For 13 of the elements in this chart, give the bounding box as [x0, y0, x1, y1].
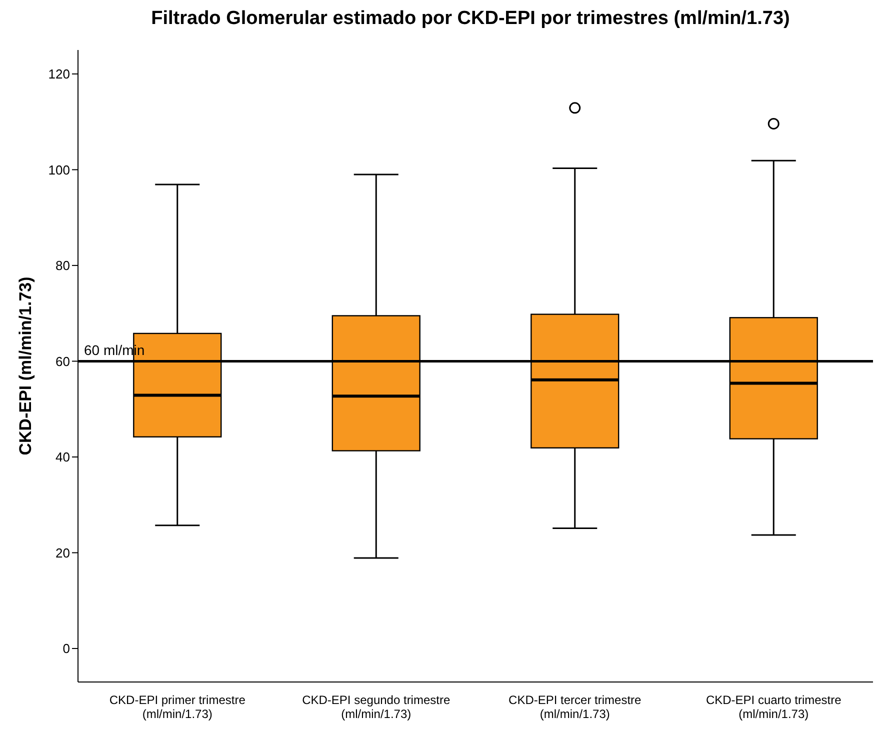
x-tick-label: CKD-EPI tercer trimestre (ml/min/1.73): [508, 693, 642, 721]
y-tick-label: 0: [62, 641, 70, 656]
x-tick-label: CKD-EPI cuarto trimestre (ml/min/1.73): [706, 693, 842, 721]
y-axis-title: CKD-EPI (ml/min/1.73): [16, 276, 36, 456]
y-tick-label: 120: [48, 66, 70, 82]
y-tick-label: 40: [56, 450, 70, 465]
chart-title: Filtrado Glomerular estimado por CKD-EPI por trimestres (ml/min/1.73): [150, 8, 791, 31]
y-tick-label: 80: [56, 258, 70, 274]
y-tick-label: 60: [56, 354, 70, 369]
y-tick-label: 20: [56, 545, 70, 560]
y-tick-label: 100: [48, 162, 70, 178]
x-tick-label: CKD-EPI segundo trimestre (ml/min/1.73): [302, 693, 450, 721]
x-tick-label: CKD-EPI primer trimestre (ml/min/1.73): [109, 693, 246, 721]
